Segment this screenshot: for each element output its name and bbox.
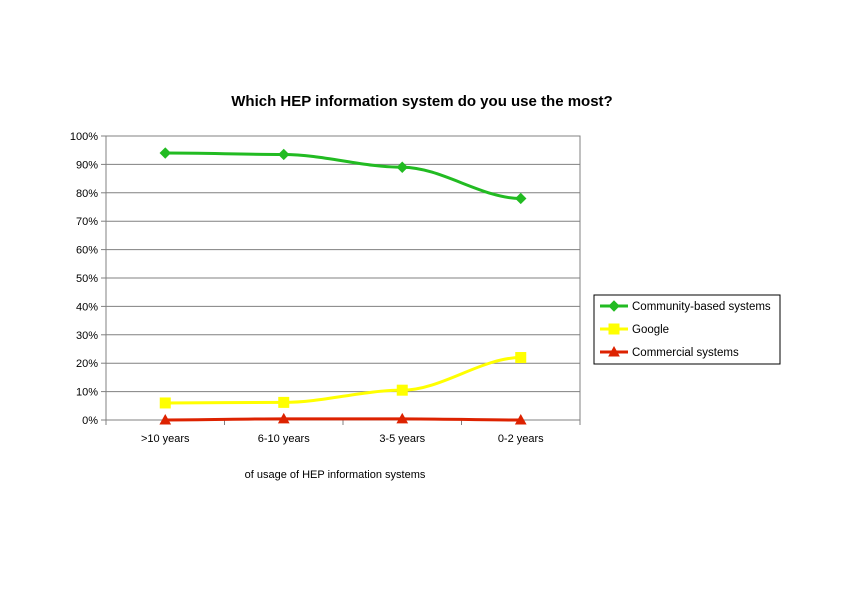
data-point <box>514 413 527 425</box>
y-axis-ticks: 0% 10% 20% 30% 40% 50% 60% 70% 80% 90% 100% <box>70 131 106 427</box>
legend-entry: Google <box>600 323 669 336</box>
x-axis-label: of usage of HEP information systems <box>245 469 426 481</box>
gridlines <box>106 135 580 421</box>
data-point <box>396 161 408 173</box>
y-tick-label: 40% <box>76 301 98 313</box>
y-tick-label: 90% <box>76 159 98 171</box>
chart-title: Which HEP information system do you use … <box>231 93 612 110</box>
data-point <box>159 147 171 159</box>
x-tick-label: 0-2 years <box>498 433 544 445</box>
legend-marker <box>608 300 620 312</box>
series-0 <box>159 147 527 205</box>
legend-label: Community-based systems <box>632 301 771 313</box>
data-point <box>159 397 171 409</box>
series-line <box>165 356 521 405</box>
legend-entry: Community-based systems <box>600 300 771 313</box>
y-tick-label: 60% <box>76 245 98 257</box>
data-point <box>396 412 409 424</box>
legend-label: Commercial systems <box>632 347 739 359</box>
legend-entry: Commercial systems <box>600 345 739 359</box>
series-layer <box>159 147 527 425</box>
legend-marker <box>608 345 620 357</box>
x-tick-label: >10 years <box>141 433 190 445</box>
data-point <box>278 148 290 161</box>
series-1 <box>159 352 527 409</box>
y-tick-label: 80% <box>76 188 98 200</box>
y-tick-label: 0% <box>82 415 98 427</box>
y-tick-label: 20% <box>76 358 98 370</box>
y-tick-label: 70% <box>76 216 98 228</box>
data-point <box>159 413 172 425</box>
legend: Community-based systems Google Commercial … <box>593 294 781 365</box>
data-point <box>515 192 527 205</box>
x-tick-label: 6-10 years <box>258 433 310 445</box>
data-point <box>278 396 290 408</box>
y-tick-label: 10% <box>76 387 98 399</box>
series-line <box>165 417 521 422</box>
data-point <box>396 384 408 396</box>
x-axis-ticks: >10 years 6-10 years 3-5 years 0-2 years <box>105 420 581 445</box>
series-line <box>165 151 521 200</box>
data-point <box>515 352 527 364</box>
y-tick-label: 100% <box>70 131 98 143</box>
y-tick-label: 30% <box>76 330 98 342</box>
series-2 <box>159 412 527 425</box>
y-tick-label: 50% <box>76 273 98 285</box>
x-tick-label: 3-5 years <box>379 433 425 445</box>
legend-marker <box>608 323 620 335</box>
legend-label: Google <box>632 324 669 336</box>
data-point <box>277 412 290 424</box>
